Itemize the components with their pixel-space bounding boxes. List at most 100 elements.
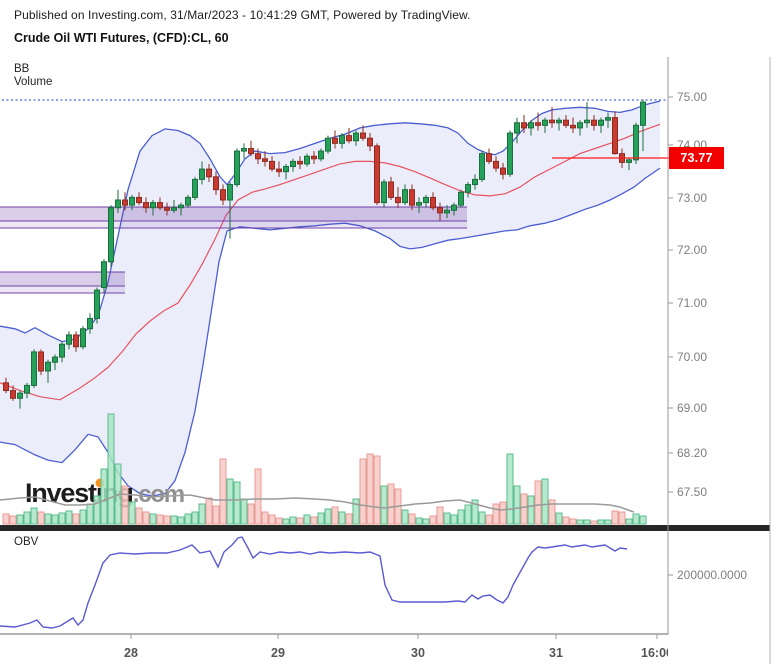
volume-bar (597, 519, 605, 525)
volume-bar (562, 516, 570, 525)
volume-bar (275, 517, 283, 525)
volume-bar (590, 520, 598, 525)
volume-bar (429, 515, 437, 525)
candle-body (94, 289, 100, 319)
candle (605, 112, 611, 128)
candle-body (472, 178, 478, 186)
price-tick-label: 71.00 (677, 296, 707, 310)
candle-body (521, 122, 527, 129)
price-tick-label: 68.20 (677, 446, 707, 460)
volume-bar (282, 518, 290, 525)
legend-volume-label[interactable]: Volume (14, 76, 53, 88)
candle-body (108, 207, 114, 263)
candle-body (486, 153, 492, 162)
volume-bar (443, 512, 451, 525)
candle-body (241, 148, 247, 152)
zone-rect (0, 272, 125, 286)
candle-body (346, 135, 352, 142)
candle-body (514, 122, 520, 134)
candle (213, 171, 219, 195)
candle-body (542, 119, 548, 126)
volume-bar (569, 518, 577, 525)
header: Published on Investing.com, 31/Mar/2023 … (14, 8, 471, 45)
volume-bar (415, 517, 423, 525)
candle (10, 385, 16, 401)
candle (24, 382, 30, 399)
candle (192, 176, 198, 200)
volume-bar (380, 485, 388, 525)
volume-bar (352, 498, 360, 525)
candlestick-series (3, 99, 646, 409)
candle (304, 153, 310, 167)
legend-obv-label[interactable]: OBV (14, 536, 39, 548)
candle-body (45, 361, 51, 372)
volume-bar (604, 519, 612, 525)
volume-ma-line (0, 493, 635, 513)
candle (38, 349, 44, 376)
legend-bb-label[interactable]: BB (14, 63, 30, 75)
candle-body (262, 158, 268, 162)
volume-bar (583, 519, 591, 525)
candle (185, 194, 191, 208)
volume-bar (401, 509, 409, 525)
volume-bar (121, 485, 129, 525)
candle-body (3, 382, 9, 392)
volume-ma (0, 493, 635, 513)
candle (402, 184, 408, 206)
volume-bar (408, 513, 416, 525)
obv-tick-label: 200000.0000 (677, 568, 747, 582)
candle-body (598, 119, 604, 126)
candle-body (297, 160, 303, 165)
candle (45, 359, 51, 383)
candle (227, 181, 233, 239)
time-tick-label: 16:00 (641, 646, 673, 660)
candle-body (444, 209, 450, 214)
candle-body (73, 334, 79, 348)
candle-body (451, 204, 457, 211)
candle-body (234, 150, 240, 186)
candle (549, 107, 555, 128)
candle (325, 135, 331, 154)
candle (31, 349, 37, 388)
candle-body (353, 132, 359, 142)
candle (472, 174, 478, 190)
volume-bar (576, 519, 584, 525)
candle-body (577, 122, 583, 129)
published-line: Published on Investing.com, 31/Mar/2023 … (14, 8, 471, 22)
candle-body (612, 117, 618, 155)
candle (52, 354, 58, 370)
volume-bar (170, 515, 178, 525)
volume-bar (247, 503, 255, 525)
volume-bar (233, 481, 241, 525)
volume-bar (338, 511, 346, 525)
volume-bar (359, 458, 367, 525)
candle-body (143, 202, 149, 209)
candle-body (367, 137, 373, 147)
candle-body (626, 159, 632, 163)
volume-bar (289, 516, 297, 525)
candle (73, 331, 79, 352)
candle (626, 157, 632, 171)
candle-body (178, 204, 184, 209)
volume-bar (296, 517, 304, 525)
candle-body (206, 168, 212, 178)
volume-bar (373, 455, 381, 525)
candle-body (570, 124, 576, 129)
candle-body (507, 132, 513, 175)
candle-body (591, 119, 597, 126)
candle-body (465, 184, 471, 193)
volume-bar (422, 518, 430, 525)
volume-bar (611, 510, 619, 525)
price-tick-label: 70.00 (677, 350, 707, 364)
volume-bar (156, 514, 164, 525)
volume-bar (86, 503, 94, 525)
candle (129, 194, 135, 211)
candle-body (290, 160, 296, 168)
candle-body (38, 351, 44, 372)
candle (535, 112, 541, 131)
candle (633, 122, 639, 164)
price-tick-label: 73.00 (677, 191, 707, 205)
volume-bar (254, 468, 262, 525)
candle (220, 184, 226, 206)
